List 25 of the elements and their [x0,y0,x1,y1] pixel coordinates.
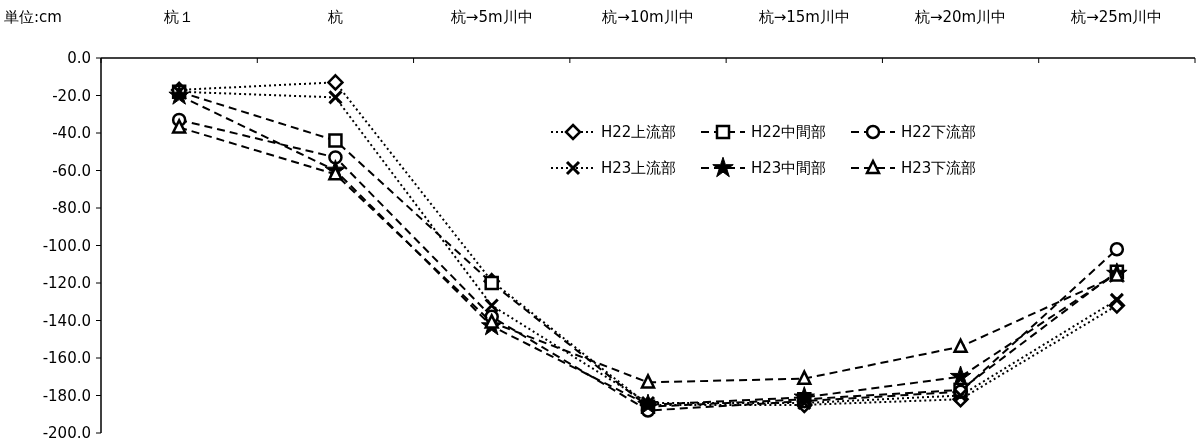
y-tick-label: -80.0 [52,199,91,218]
y-tick-label: -20.0 [52,86,91,105]
y-tick-label: -140.0 [42,311,91,330]
legend-label: H23中間部 [751,159,827,178]
legend-label: H23上流部 [601,159,677,178]
legend-label: H23下流部 [901,159,977,178]
legend-label: H22中間部 [751,123,827,142]
x-tick-label: 杭→15m川中 [757,8,850,26]
x-tick-label: 杭→10m川中 [601,8,694,26]
legend-label: H22上流部 [601,123,677,142]
y-axis-title: 単位:cm [4,8,62,26]
x-tick-label: 杭→20m川中 [913,8,1007,26]
y-tick-label: -100.0 [42,236,91,255]
y-tick-label: -200.0 [42,424,91,443]
x-tick-label: 杭１ [163,8,195,26]
x-tick-label: 杭→5m川中 [449,8,533,26]
y-tick-label: -160.0 [42,349,91,368]
y-tick-label: -40.0 [52,124,91,143]
y-tick-label: -120.0 [42,274,91,293]
x-tick-label: 杭→25m川中 [1070,8,1163,26]
x-tick-label: 杭 [326,8,343,26]
y-tick-label: -180.0 [42,386,91,405]
y-tick-label: 0.0 [67,49,91,68]
legend-label: H22下流部 [901,123,977,142]
y-tick-label: -60.0 [52,161,91,180]
